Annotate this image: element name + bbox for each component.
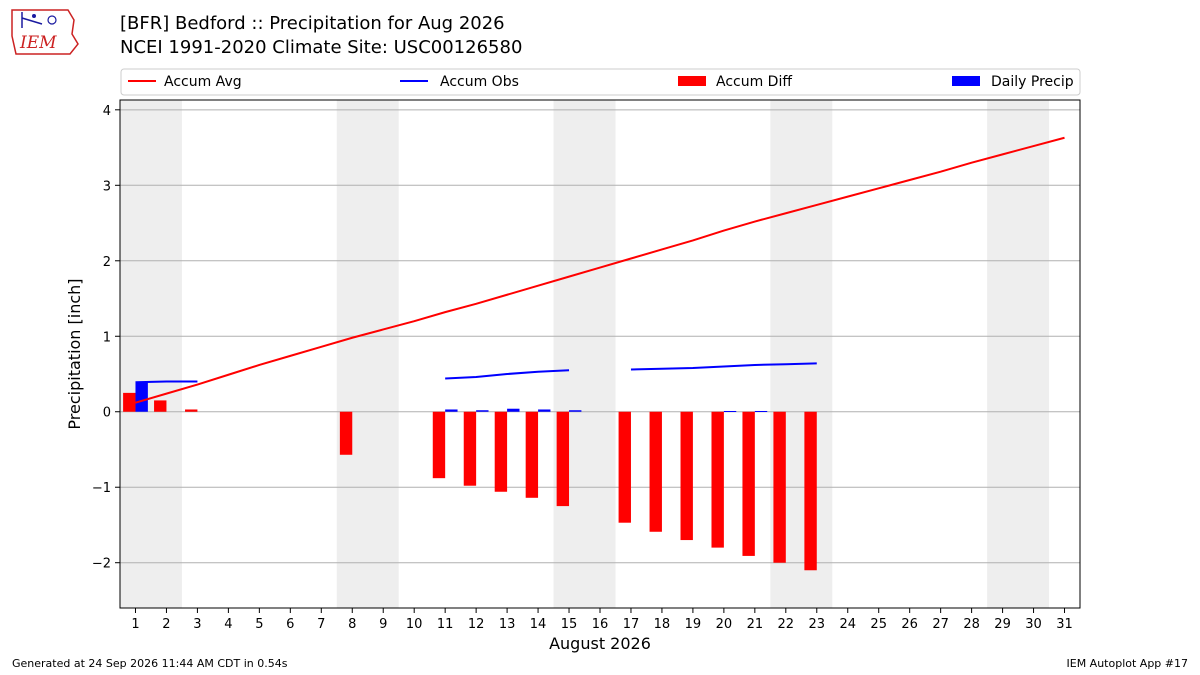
accum-diff-bar [649, 411, 662, 532]
y-ticks: −2 −1 0 1 2 3 4 [92, 104, 120, 572]
x-tick-label: 26 [901, 617, 918, 632]
legend-accum-avg-label: Accum Avg [164, 74, 242, 90]
app-credit: IEM Autoplot App #17 [1066, 657, 1189, 670]
x-tick-label: 16 [592, 617, 609, 632]
x-tick-label: 12 [468, 617, 485, 632]
accum-diff-bar [804, 411, 817, 571]
logo-text: IEM [19, 33, 57, 53]
y-tick-label: 2 [103, 255, 111, 270]
daily-precip-bar [569, 410, 582, 412]
y-tick-label: 4 [103, 104, 111, 119]
weekend-band [336, 100, 399, 608]
grid-lines [120, 109, 1080, 564]
y-tick-label: −2 [92, 557, 111, 572]
accum-diff-bar [618, 411, 631, 523]
x-tick-label: 25 [870, 617, 887, 632]
x-tick-label: 21 [747, 617, 764, 632]
weekend-band [553, 100, 616, 608]
y-tick-label: 1 [103, 330, 111, 345]
accum-diff-bar [711, 411, 724, 548]
x-tick-label: 22 [778, 617, 795, 632]
y-tick-label: −1 [92, 481, 111, 496]
weekend-shading [120, 100, 1050, 608]
accum-diff-bar [525, 411, 539, 498]
accum-diff-bar [742, 411, 755, 556]
x-tick-label: 14 [530, 617, 547, 632]
x-tick-label: 29 [994, 617, 1011, 632]
y-tick-label: 3 [103, 179, 111, 194]
x-tick-label: 31 [1056, 617, 1073, 632]
x-tick-label: 11 [437, 617, 454, 632]
x-tick-label: 3 [193, 617, 201, 632]
accum-diff-bar [463, 411, 477, 486]
daily-precip-bar [507, 408, 520, 412]
legend: Accum Avg Accum Obs Accum Diff Daily Pre… [120, 68, 1081, 96]
y-tick-label: 0 [103, 406, 111, 421]
x-tick-label: 27 [932, 617, 949, 632]
accum-diff-bar [185, 409, 198, 412]
accum-obs-line [445, 369, 570, 380]
iem-logo: IEM [11, 9, 79, 55]
weekend-band [120, 100, 182, 608]
accum-diff-bar [123, 392, 136, 412]
accum-obs-line [630, 362, 817, 371]
lines [135, 136, 1065, 404]
accum-diff-bar [680, 411, 693, 541]
legend-daily-precip-label: Daily Precip [991, 74, 1074, 90]
chart-subtitle: NCEI 1991-2020 Climate Site: USC00126580 [120, 37, 523, 58]
daily-precip-bar [754, 410, 768, 412]
x-tick-label: 10 [406, 617, 423, 632]
x-tick-label: 28 [963, 617, 980, 632]
legend-accum-diff-swatch [678, 76, 706, 86]
generated-timestamp: Generated at 24 Sep 2026 11:44 AM CDT in… [12, 657, 288, 670]
daily-precip-bar [476, 410, 489, 412]
x-ticks: 1 2 3 4 5 6 7 8 9 10 11 12 13 14 15 16 17 18 19 20 21 22 23 24 2… [131, 608, 1073, 632]
x-axis-label: August 2026 [549, 634, 651, 653]
legend-accum-obs-label: Accum Obs [440, 74, 519, 90]
x-tick-label: 8 [348, 617, 356, 632]
daily-precip-bar [538, 409, 551, 412]
x-tick-label: 20 [716, 617, 733, 632]
x-tick-label: 7 [317, 617, 325, 632]
x-tick-label: 30 [1025, 617, 1042, 632]
accum-diff-bar [773, 411, 786, 563]
accum-diff-bar [556, 411, 570, 507]
x-tick-label: 17 [623, 617, 640, 632]
accum-diff-bar [154, 400, 167, 412]
y-axis-label: Precipitation [inch] [65, 278, 84, 429]
bars [123, 382, 817, 571]
x-tick-label: 5 [255, 617, 263, 632]
x-tick-label: 1 [131, 617, 139, 632]
x-tick-label: 18 [654, 617, 671, 632]
daily-precip-bar [135, 382, 148, 412]
x-tick-label: 24 [839, 617, 856, 632]
legend-daily-precip-swatch [952, 76, 980, 86]
weekend-band [987, 100, 1050, 608]
accum-diff-bar [432, 411, 446, 479]
accum-obs-line [135, 380, 198, 384]
x-tick-label: 4 [224, 617, 232, 632]
accum-avg-line [135, 136, 1065, 404]
x-tick-label: 19 [685, 617, 702, 632]
x-tick-label: 15 [561, 617, 578, 632]
x-tick-label: 2 [162, 617, 170, 632]
x-tick-label: 13 [499, 617, 516, 632]
accum-diff-bar [494, 411, 508, 492]
x-tick-label: 6 [286, 617, 294, 632]
legend-frame [120, 68, 1081, 96]
x-tick-label: 9 [379, 617, 387, 632]
legend-accum-diff-label: Accum Diff [716, 74, 792, 90]
daily-precip-bar [723, 410, 737, 412]
x-tick-label: 23 [809, 617, 826, 632]
accum-diff-bar [339, 411, 353, 455]
chart-title: [BFR] Bedford :: Precipitation for Aug 2… [120, 13, 505, 34]
daily-precip-bar [445, 409, 458, 412]
